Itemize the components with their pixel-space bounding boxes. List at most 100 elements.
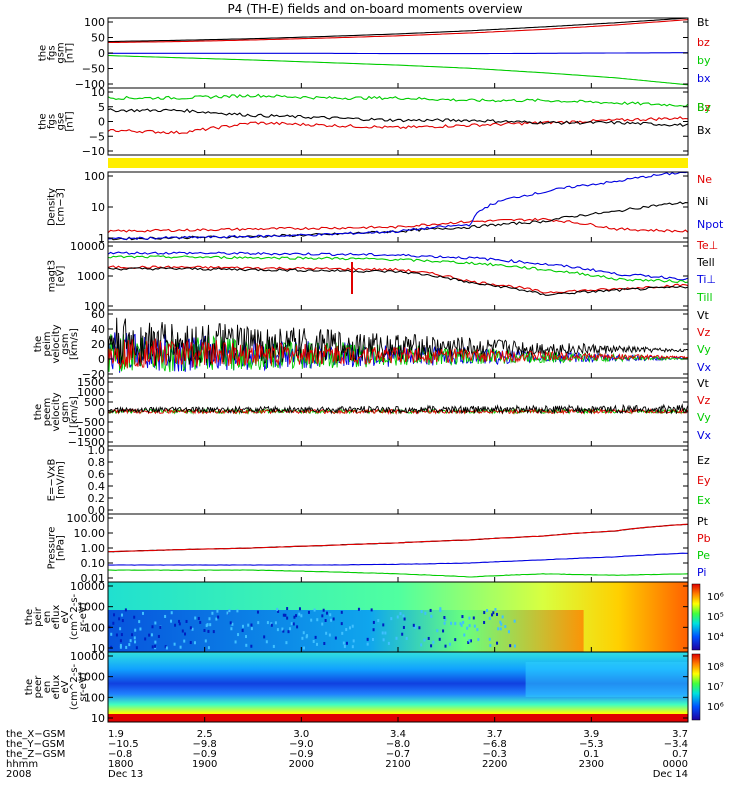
heatmap-speck [277,609,280,613]
x-value: −0.7 [386,749,410,760]
heatmap-speck [462,620,465,624]
legend-item: By [697,101,712,114]
x-value: 1800 [108,759,133,770]
y-axis-label: [km/s] [69,396,80,428]
y-axis-label: sr-eV) [78,602,89,631]
heatmap-speck [444,644,447,648]
heatmap-speck [496,641,499,645]
heatmap-speck [473,624,476,628]
heatmap-speck [469,639,472,643]
heatmap-speck [300,614,303,618]
y-axis-label: [km/s] [69,328,80,360]
heatmap-speck [328,633,331,637]
heatmap-speck [215,617,218,621]
heatmap-speck [228,609,231,613]
heatmap-speck [330,618,333,622]
heatmap-speck [284,613,287,617]
y-axis-label: the [33,336,44,352]
y-axis-label: E=−VxB [47,459,58,502]
series-bx [108,52,688,55]
heatmap-speck [444,618,447,622]
heatmap-speck [316,642,319,646]
y-axis-label: the [24,679,35,695]
series-Te⊥ [107,265,689,294]
y-tick-label: −1000 [68,426,105,439]
heatmap-speck [154,621,157,625]
y-tick-label: 1 [98,232,105,245]
x-value: 2200 [482,759,507,770]
series-Ne [107,217,689,234]
heatmap-speck [211,611,214,615]
heatmap-speck [420,610,423,614]
heatmap-speck [432,640,435,644]
y-axis-label: gsm [56,42,67,63]
y-tick-label: 50 [91,32,105,45]
heatmap-speck [372,620,375,624]
y-tick-label: 1500 [77,376,105,389]
heatmap-speck [454,622,457,626]
heatmap-speck [245,643,248,647]
heatmap-speck [509,644,512,648]
heatmap-speck [366,642,369,646]
heatmap-speck [468,624,471,628]
legend-item: bx [697,72,711,85]
heatmap-speck [119,644,122,648]
heatmap-speck [483,611,486,615]
y-tick-label: 60 [91,308,105,321]
y-axis-label: Pressure [47,527,58,570]
heatmap-speck [265,640,268,644]
y-tick-label: 10 [91,86,105,99]
heatmap-speck [296,625,299,629]
y-tick-label: 1000 [77,671,105,684]
heatmap-speck [436,629,439,633]
heatmap-speck [151,625,154,629]
heatmap-speck [120,633,123,637]
y-axis-label: eflux [51,675,62,700]
heatmap-speck [237,633,240,637]
y-axis-label: the [38,113,49,129]
y-tick-label: 0.0 [88,504,106,517]
heatmap-speck [423,638,426,642]
y-tick-label: 100 [84,170,105,183]
heatmap-speck [207,646,210,650]
heatmap-speck [500,622,503,626]
y-axis-label: sr-eV) [78,672,89,701]
heatmap-speck [486,608,489,612]
y-tick-label: 10 [91,712,105,725]
heatmap-speck [468,639,471,643]
heatmap-speck [418,626,421,630]
heatmap-speck [395,636,398,640]
heatmap-speck [286,616,289,620]
x-value: 0000 [663,759,688,770]
heatmap-speck [135,646,138,650]
heatmap-speck [467,640,470,644]
heatmap-speck [390,617,393,621]
heatmap-speck [193,641,196,645]
y-tick-label: 0 [98,406,105,419]
heatmap-speck [212,630,215,634]
series-bz [108,19,689,44]
heatmap-speck [439,607,442,611]
heatmap-speck [250,623,253,627]
heatmap-speck [231,622,234,626]
heatmap-speck [340,610,343,614]
y-axis-label: the [33,404,44,420]
heatmap-speck [459,622,462,626]
legend-item: Vz [697,394,711,407]
x-value: 1.9 [108,729,124,740]
heatmap-speck [138,620,141,624]
heatmap-speck [150,633,153,637]
heatmap-speck [250,627,253,631]
heatmap-speck [151,645,154,649]
heatmap-speck [154,640,157,644]
heatmap-speck [270,622,273,626]
y-tick-label: 10.00 [74,527,106,540]
heatmap-speck [424,611,427,615]
y-tick-label: 10 [91,642,105,655]
y-tick-label: 0.6 [88,468,106,481]
y-tick-label: −100 [75,78,105,91]
heatmap-speck [230,627,233,631]
x-value: 3.7 [487,729,503,740]
x-label-1: the_Y−GSM [6,739,65,750]
heatmap-speck [286,607,289,611]
